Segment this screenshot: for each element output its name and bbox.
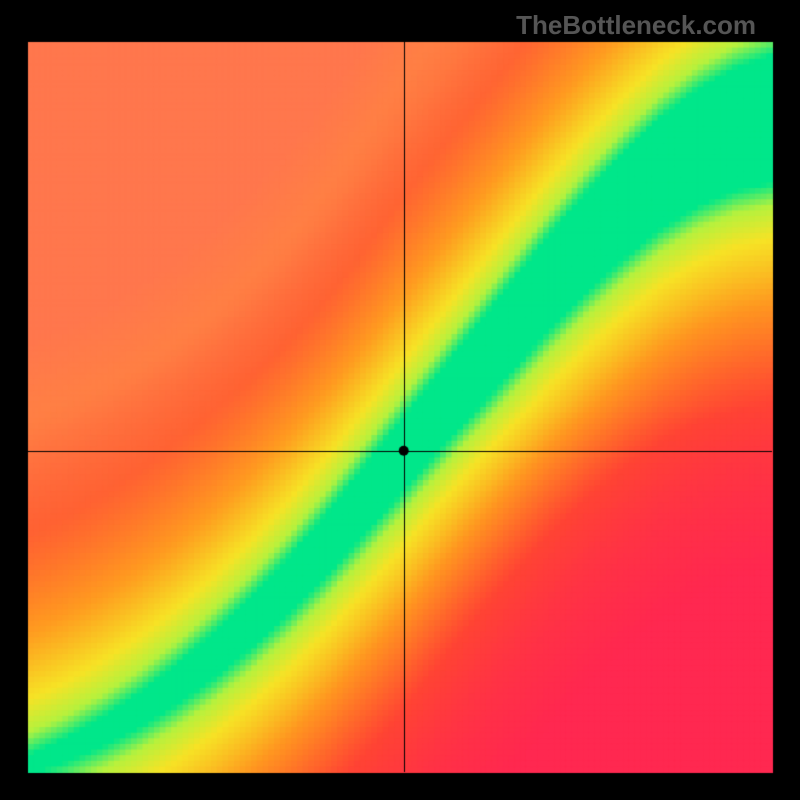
bottleneck-heatmap: [0, 0, 800, 800]
watermark-text: TheBottleneck.com: [516, 10, 756, 41]
